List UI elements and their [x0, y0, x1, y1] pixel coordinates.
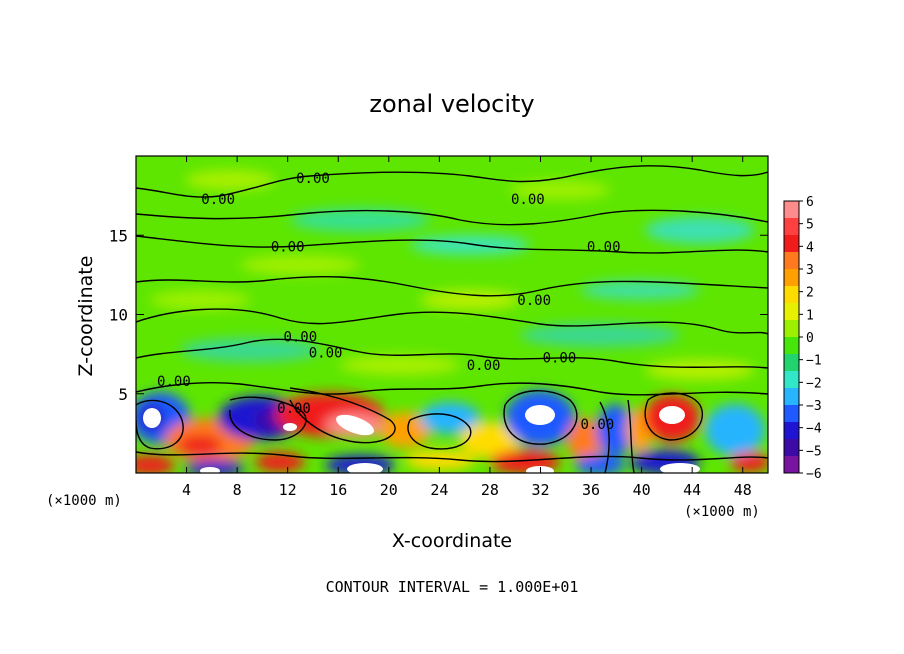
velocity-cores: [143, 405, 700, 473]
plot-area: 0.000.00 0.000.00 0.000.000.000.000.00 0.00…: [136, 156, 768, 473]
contour-line: [136, 308, 768, 335]
colorbar-swatch: [784, 201, 799, 219]
colorbar-swatch: [784, 337, 799, 355]
contour-labels: 0.000.00 0.000.00 0.000.000.000.000.00 0.00…: [157, 171, 620, 433]
colorbar-tick-label: −4: [806, 422, 822, 437]
x-tick-label: 44: [683, 481, 701, 499]
contour-label: 0.00: [283, 330, 317, 346]
x-axis-ticks: 4 8 12 16 20 24 28 32 36 40 44 48: [182, 156, 752, 499]
contour-label: 0.00: [271, 239, 305, 255]
contour-label: 0.00: [511, 192, 545, 208]
colorbar-tick-label: 5: [806, 218, 814, 233]
x-tick-label: 28: [481, 481, 499, 499]
colorbar: 6 5 4 3 2 1 0 −1 −2 −3 −4 −5 −6: [783, 195, 822, 482]
x-tick-label: 4: [182, 481, 191, 499]
contour-line: [136, 165, 768, 198]
colorbar-swatch: [784, 354, 799, 372]
x-axis-label: X-coordinate: [392, 530, 512, 552]
colorbar-swatch: [784, 320, 799, 338]
colorbar-tick-label: 2: [806, 286, 814, 301]
y-axis-label: Z-coordinate: [75, 256, 97, 377]
y-axis-ticks: 5 10 15: [109, 226, 768, 404]
colorbar-swatch: [784, 252, 799, 270]
contour-line: [136, 275, 768, 297]
x-tick-label: 40: [633, 481, 651, 499]
contour-line: [136, 451, 768, 463]
x-tick-label: 48: [734, 481, 752, 499]
colorbar-swatch: [784, 269, 799, 287]
colorbar-tick-label: 3: [806, 263, 814, 278]
contour-label: 0.00: [277, 401, 311, 417]
contour-label: 0.00: [309, 346, 343, 362]
x-tick-label: 24: [430, 481, 448, 499]
colorbar-swatch: [784, 235, 799, 253]
colorbar-swatch: [784, 456, 799, 474]
colorbar-swatch: [784, 371, 799, 389]
colorbar-swatch: [784, 422, 799, 440]
contour-line: [136, 399, 184, 450]
x-tick-label: 12: [279, 481, 297, 499]
colorbar-tick-label: 1: [806, 308, 814, 323]
contour-label: 0.00: [157, 374, 191, 390]
colorbar-swatch: [784, 218, 799, 236]
y-tick-label: 15: [109, 226, 128, 245]
contour-label: 0.00: [201, 192, 235, 208]
y-tick-label: 10: [109, 306, 128, 325]
contour-line: [627, 399, 635, 473]
contour-label: 0.00: [467, 358, 501, 374]
colorbar-tick-label: −1: [806, 354, 822, 369]
colorbar-swatch: [784, 286, 799, 304]
x-axis-unit-left: (×1000 m): [46, 493, 122, 509]
x-tick-label: 16: [329, 481, 347, 499]
colorbar-swatch: [784, 303, 799, 321]
colorbar-swatch: [784, 439, 799, 457]
contour-line: [229, 396, 307, 441]
colorbar-swatch: [784, 405, 799, 423]
colorbar-tick-label: 0: [806, 331, 814, 346]
contour-line: [599, 401, 610, 473]
contour-line: [503, 390, 578, 445]
x-tick-label: 8: [233, 481, 242, 499]
x-tick-label: 36: [582, 481, 600, 499]
contour-label: 0.00: [587, 239, 621, 255]
colorbar-swatch: [784, 388, 799, 406]
contour-line: [289, 387, 396, 444]
contour-label: 0.00: [296, 171, 330, 187]
zero-contours: [136, 165, 768, 473]
contour-line: [136, 382, 768, 396]
contour-interval-note: CONTOUR INTERVAL = 1.000E+01: [326, 578, 579, 596]
chart-title: zonal velocity: [369, 90, 534, 118]
contour-line: [136, 235, 768, 254]
colorbar-tick-label: −5: [806, 444, 822, 459]
contour-label: 0.00: [543, 350, 577, 366]
y-tick-label: 5: [118, 385, 128, 404]
colorbar-tick-label: −6: [806, 467, 822, 482]
colorbar-tick-label: 4: [806, 240, 814, 255]
colorbar-tick-label: −2: [806, 376, 822, 391]
contour-label: 0.00: [581, 417, 615, 433]
contour-line: [136, 209, 768, 226]
x-tick-label: 32: [531, 481, 549, 499]
contour-label: 0.00: [517, 293, 551, 309]
x-tick-label: 20: [380, 481, 398, 499]
contour-line: [407, 413, 472, 450]
contour-line: [136, 338, 768, 369]
contour-line: [644, 392, 704, 441]
colorbar-tick-label: −3: [806, 399, 822, 414]
colorbar-tick-label: 6: [806, 195, 814, 210]
x-axis-unit-right: (×1000 m): [684, 504, 760, 520]
